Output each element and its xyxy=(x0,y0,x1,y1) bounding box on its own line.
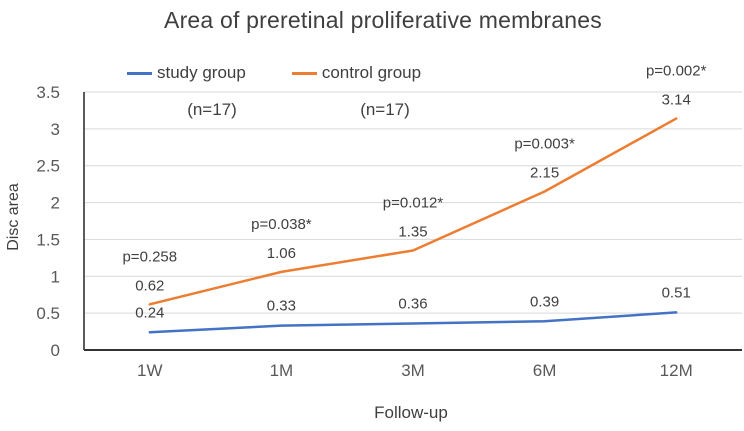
data-label-control: 3.14 xyxy=(662,92,691,109)
chart-title: Area of preretinal proliferative membran… xyxy=(164,7,602,33)
p-value-label: p=0.003* xyxy=(514,136,575,153)
data-label-control: 1.06 xyxy=(267,245,296,262)
x-tick-label: 1W xyxy=(137,361,163,380)
legend: study group control group xyxy=(127,63,421,83)
y-tick-label: 3.5 xyxy=(36,83,60,102)
data-label-study: 0.24 xyxy=(135,304,164,321)
legend-label-study-group: study group xyxy=(157,63,246,82)
data-label-control: 1.35 xyxy=(398,223,427,240)
p-value-label: p=0.002* xyxy=(646,63,707,80)
data-label-control: 0.62 xyxy=(135,277,164,294)
x-tick-label: 1M xyxy=(270,361,294,380)
data-label-study: 0.33 xyxy=(267,298,296,315)
study-group-line xyxy=(148,311,678,334)
n-count-annotation: (n=17) xyxy=(360,100,410,119)
data-label-study: 0.39 xyxy=(530,293,559,310)
p-value-label: p=0.258 xyxy=(122,248,177,265)
y-tick-label: 0.5 xyxy=(36,304,60,323)
legend-item-control-group: control group xyxy=(291,63,422,83)
study-group-line-swatch xyxy=(127,71,152,75)
data-label-study: 0.36 xyxy=(398,295,427,312)
y-tick-label: 1.5 xyxy=(36,230,60,249)
y-tick-label: 2.5 xyxy=(36,157,60,176)
legend-item-study-group: study group xyxy=(127,63,246,83)
y-tick-label: 0 xyxy=(51,341,60,360)
x-tick-label: 3M xyxy=(401,361,425,380)
control-group-line xyxy=(148,117,678,306)
y-tick-label: 1 xyxy=(51,267,60,286)
x-tick-label: 6M xyxy=(533,361,557,380)
y-tick-label: 3 xyxy=(51,120,60,139)
p-value-label: p=0.038* xyxy=(251,216,312,233)
data-label-study: 0.51 xyxy=(662,284,691,301)
p-value-label: p=0.012* xyxy=(383,194,444,211)
control-group-line-swatch xyxy=(291,71,317,75)
x-axis-title: Follow-up xyxy=(374,403,448,422)
n-count-annotation: (n=17) xyxy=(187,100,237,119)
data-label-control: 2.15 xyxy=(530,165,559,182)
y-tick-label: 2 xyxy=(51,194,60,213)
x-tick-label: 12M xyxy=(660,361,693,380)
legend-label-control-group: control group xyxy=(321,63,422,82)
